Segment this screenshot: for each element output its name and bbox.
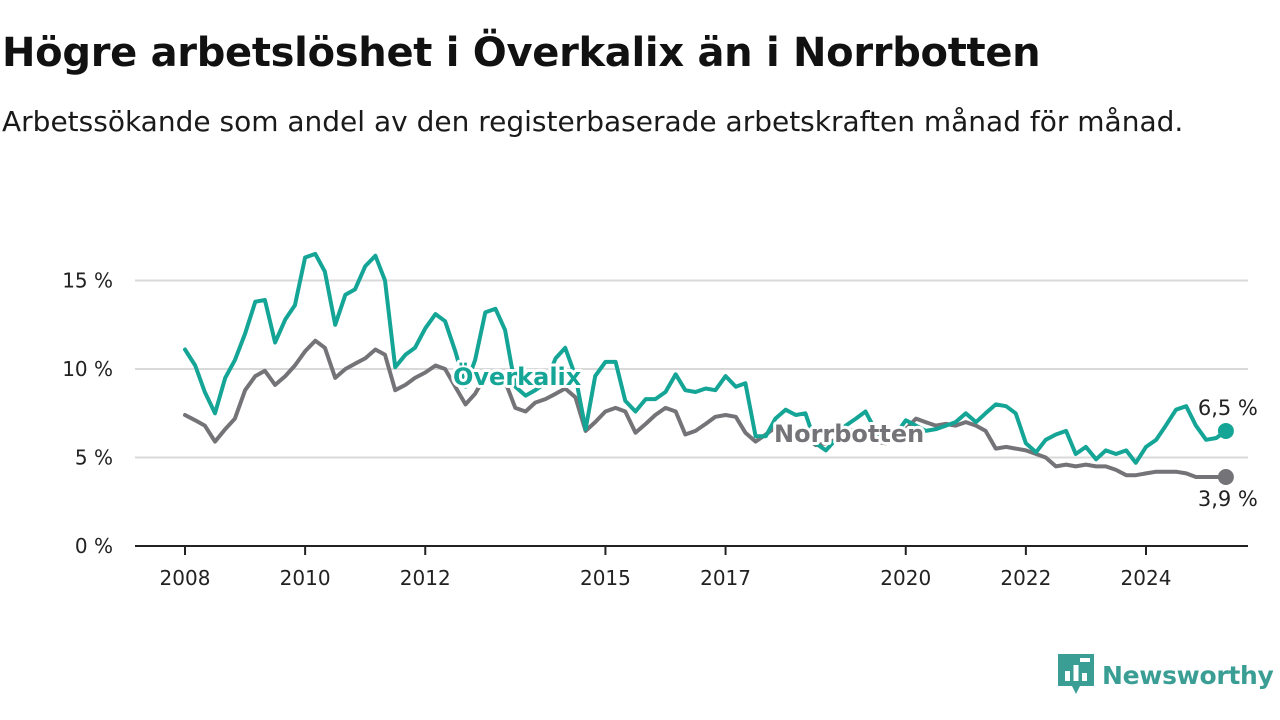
series-label: Överkalix <box>453 361 582 391</box>
y-tick-label: 15 % <box>62 269 113 293</box>
brand-logo: Newsworthy <box>1058 654 1274 696</box>
x-tick-label: 2024 <box>1121 566 1172 590</box>
series-line-norrbotten <box>183 338 1228 479</box>
chart-subtitle: Arbetssökande som andel av den registerb… <box>2 105 1184 138</box>
x-tick-label: 2010 <box>280 566 331 590</box>
series-label: Norrbotten <box>774 420 924 448</box>
y-tick-label: 0 % <box>75 534 113 558</box>
x-tick-label: 2015 <box>580 566 631 590</box>
end-value-label: 3,9 % <box>1198 487 1258 511</box>
x-tick-label: 2020 <box>880 566 931 590</box>
newsworthy-logo-icon <box>1058 654 1094 694</box>
x-tick-label: 2012 <box>400 566 451 590</box>
end-value-label: 6,5 % <box>1198 396 1258 420</box>
series-line-överkalix <box>183 251 1228 465</box>
x-tick-label: 2017 <box>700 566 751 590</box>
chart-title: Högre arbetslöshet i Överkalix än i Norr… <box>2 30 1041 76</box>
series-end-marker <box>1217 422 1234 439</box>
y-tick-label: 5 % <box>75 446 113 470</box>
x-tick-label: 2022 <box>1000 566 1051 590</box>
series-end-marker <box>1217 468 1234 485</box>
y-tick-label: 10 % <box>62 357 113 381</box>
x-tick-label: 2008 <box>160 566 211 590</box>
brand-name: Newsworthy <box>1102 660 1274 690</box>
